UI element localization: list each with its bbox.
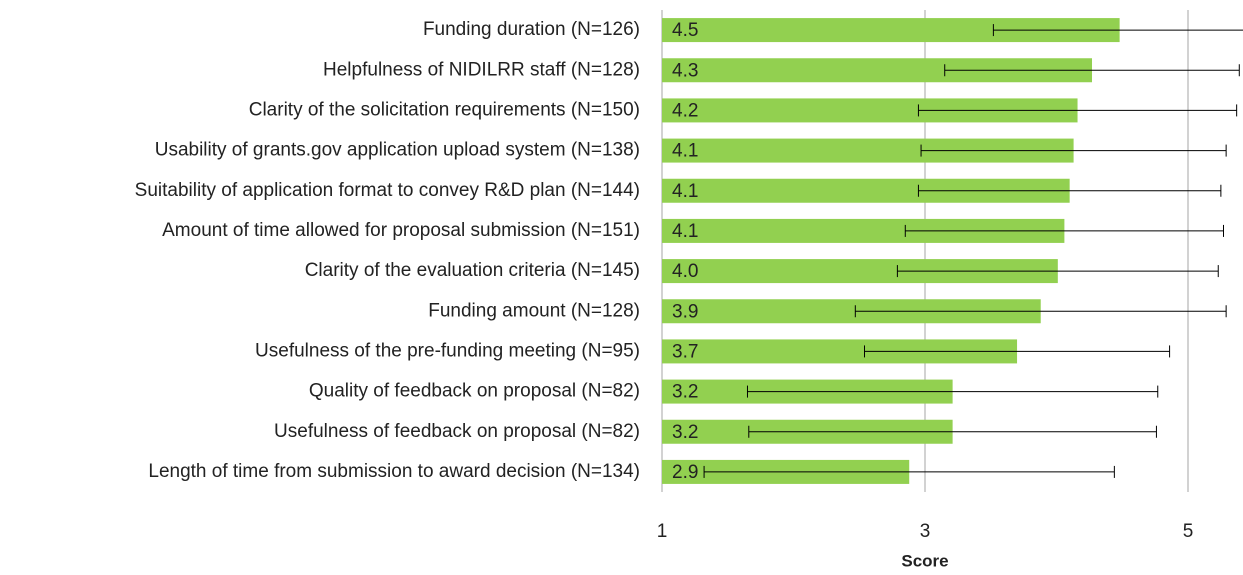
value-label: 4.1 (672, 221, 698, 242)
x-tick-label: 3 (920, 521, 931, 542)
y-tick-label: Suitability of application format to con… (135, 180, 640, 201)
y-tick-label: Funding duration (N=126) (423, 19, 640, 40)
y-tick-label: Clarity of the solicitation requirements… (249, 99, 640, 120)
y-tick-label: Amount of time allowed for proposal subm… (162, 220, 640, 241)
value-label: 3.2 (672, 422, 698, 443)
value-label: 4.2 (672, 100, 698, 121)
value-label: 3.7 (672, 341, 698, 362)
value-label: 4.5 (672, 20, 698, 41)
y-tick-label: Usability of grants.gov application uplo… (155, 140, 640, 161)
value-label: 4.1 (672, 181, 698, 202)
value-label: 3.9 (672, 301, 698, 322)
value-label: 4.3 (672, 60, 698, 81)
x-tick-label: 1 (657, 521, 668, 542)
y-tick-label: Helpfulness of NIDILRR staff (N=128) (323, 59, 640, 80)
x-tick-label: 5 (1183, 521, 1194, 542)
y-tick-label: Clarity of the evaluation criteria (N=14… (305, 260, 640, 281)
y-tick-label: Usefulness of feedback on proposal (N=82… (274, 421, 640, 442)
y-tick-label: Quality of feedback on proposal (N=82) (309, 381, 640, 402)
value-label: 2.9 (672, 462, 698, 483)
y-tick-label: Funding amount (N=128) (428, 300, 640, 321)
value-label: 4.0 (672, 261, 698, 282)
value-label: 3.2 (672, 382, 698, 403)
y-tick-label: Usefulness of the pre-funding meeting (N… (255, 340, 640, 361)
y-tick-label: Length of time from submission to award … (148, 461, 640, 482)
x-axis-label: Score (901, 551, 948, 570)
value-label: 4.1 (672, 141, 698, 162)
